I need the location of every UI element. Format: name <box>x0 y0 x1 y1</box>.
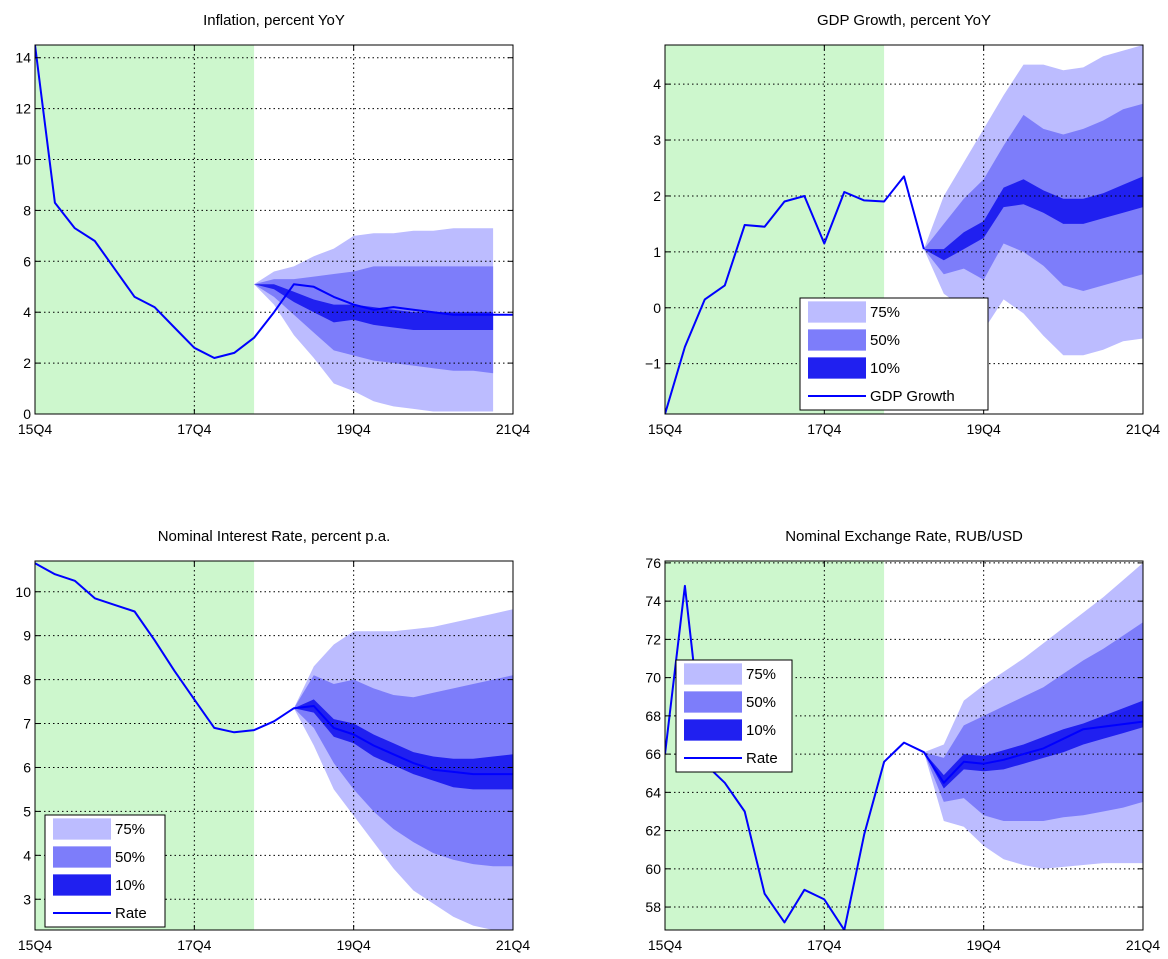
x-tick-label: 15Q4 <box>648 421 682 437</box>
legend-swatch <box>808 301 866 323</box>
y-tick-label: 2 <box>23 355 31 371</box>
x-tick-label: 19Q4 <box>967 937 1001 953</box>
legend-swatch <box>684 663 742 685</box>
legend-swatch <box>53 846 111 868</box>
band-50 <box>923 622 1143 821</box>
y-tick-label: 9 <box>23 628 31 644</box>
series-line <box>665 584 1143 930</box>
axes-frame <box>34 44 514 415</box>
y-tick-label: 6 <box>23 253 31 269</box>
legend-label: 50% <box>870 332 900 349</box>
y-tick-label: 0 <box>23 406 31 422</box>
band-10 <box>293 699 513 790</box>
y-tick-label: 7 <box>23 716 31 732</box>
legend-label: 10% <box>115 877 145 894</box>
y-tick-label: 3 <box>653 132 661 148</box>
y-tick-label: 74 <box>645 593 661 609</box>
y-tick-label: 4 <box>653 76 661 92</box>
y-tick-label: 4 <box>23 304 31 320</box>
legend-label: 75% <box>115 821 145 838</box>
legend-swatch <box>684 691 742 713</box>
chart-title: Nominal Interest Rate, percent p.a. <box>158 528 391 545</box>
legend-label: 75% <box>746 666 776 683</box>
x-tick-label: 17Q4 <box>807 421 841 437</box>
y-tick-label: 64 <box>645 784 661 800</box>
chart-panel-4: 58 60 62 64 66 68 70 72 74 76 15Q4 17Q4 19Q4 21Q4 Nomi… <box>645 528 1160 953</box>
x-tick-label: 15Q4 <box>648 937 682 953</box>
chart-title: Inflation, percent YoY <box>203 12 345 29</box>
y-tick-label: 6 <box>23 759 31 775</box>
y-tick-label: 4 <box>23 847 31 863</box>
chart-title: Nominal Exchange Rate, RUB/USD <box>785 528 1023 545</box>
legend-label: 50% <box>746 694 776 711</box>
y-tick-label: 62 <box>645 823 661 839</box>
y-tick-label: 0 <box>653 300 661 316</box>
y-tick-label: 10 <box>15 584 31 600</box>
x-tick-label: 21Q4 <box>1126 937 1160 953</box>
x-tick-label: 21Q4 <box>1126 421 1160 437</box>
x-tick-label: 15Q4 <box>18 937 52 953</box>
legend-swatch <box>53 874 111 896</box>
x-tick-label: 17Q4 <box>177 937 211 953</box>
series-line <box>665 175 925 414</box>
chart-panel-3: 3 4 5 6 7 8 9 10 15Q4 17Q4 19Q4 21Q4 Nominal Interes… <box>15 528 530 953</box>
band-10 <box>923 700 1143 789</box>
axes-frame <box>664 560 1144 931</box>
legend-swatch <box>808 357 866 379</box>
legend-swatch <box>808 329 866 351</box>
legend-label: GDP Growth <box>870 388 955 405</box>
legend-label: 75% <box>870 304 900 321</box>
y-tick-label: 10 <box>15 152 31 168</box>
y-tick-label: 66 <box>645 746 661 762</box>
chart-title: GDP Growth, percent YoY <box>817 12 991 29</box>
chart-panel-1: 0 2 4 6 8 10 12 14 15Q4 17Q4 19Q4 21Q4 Inflation, pe… <box>15 12 530 437</box>
series-line <box>35 45 513 359</box>
x-tick-label: 21Q4 <box>496 421 530 437</box>
legend: 75% 50% 10% Rate <box>44 814 166 928</box>
x-tick-label: 19Q4 <box>967 421 1001 437</box>
y-tick-label: 8 <box>23 202 31 218</box>
y-tick-label: −1 <box>645 356 661 372</box>
x-tick-label: 17Q4 <box>177 421 211 437</box>
x-tick-label: 19Q4 <box>337 421 371 437</box>
y-tick-label: 2 <box>653 188 661 204</box>
x-tick-label: 17Q4 <box>807 937 841 953</box>
x-tick-label: 19Q4 <box>337 937 371 953</box>
legend: 75% 50% 10% GDP Growth <box>799 297 989 411</box>
y-tick-label: 76 <box>645 555 661 571</box>
axes-frame <box>34 560 514 931</box>
legend-label: 10% <box>746 722 776 739</box>
axes-frame <box>664 44 1144 415</box>
legend-swatch <box>684 719 742 741</box>
legend-label: 50% <box>115 849 145 866</box>
legend-swatch <box>53 818 111 840</box>
legend-label: Rate <box>746 750 778 767</box>
history-shading <box>35 45 255 414</box>
y-tick-label: 12 <box>15 101 31 117</box>
legend: 75% 50% 10% Rate <box>675 659 793 773</box>
y-tick-label: 8 <box>23 672 31 688</box>
y-tick-label: 5 <box>23 803 31 819</box>
legend-label: Rate <box>115 905 147 922</box>
y-tick-label: 68 <box>645 708 661 724</box>
y-tick-label: 70 <box>645 670 661 686</box>
band-10 <box>254 284 494 330</box>
y-tick-label: 14 <box>15 50 31 66</box>
y-tick-label: 72 <box>645 631 661 647</box>
y-tick-label: 3 <box>23 891 31 907</box>
y-tick-label: 60 <box>645 861 661 877</box>
y-tick-label: 58 <box>645 899 661 915</box>
x-tick-label: 15Q4 <box>18 421 52 437</box>
y-tick-label: 1 <box>653 244 661 260</box>
legend-label: 10% <box>870 360 900 377</box>
band-10 <box>923 176 1143 261</box>
series-line <box>35 562 513 776</box>
x-tick-label: 21Q4 <box>496 937 530 953</box>
chart-panel-2: −1 0 1 2 3 4 15Q4 17Q4 19Q4 21Q4 GDP Growth, perce… <box>645 12 1160 437</box>
